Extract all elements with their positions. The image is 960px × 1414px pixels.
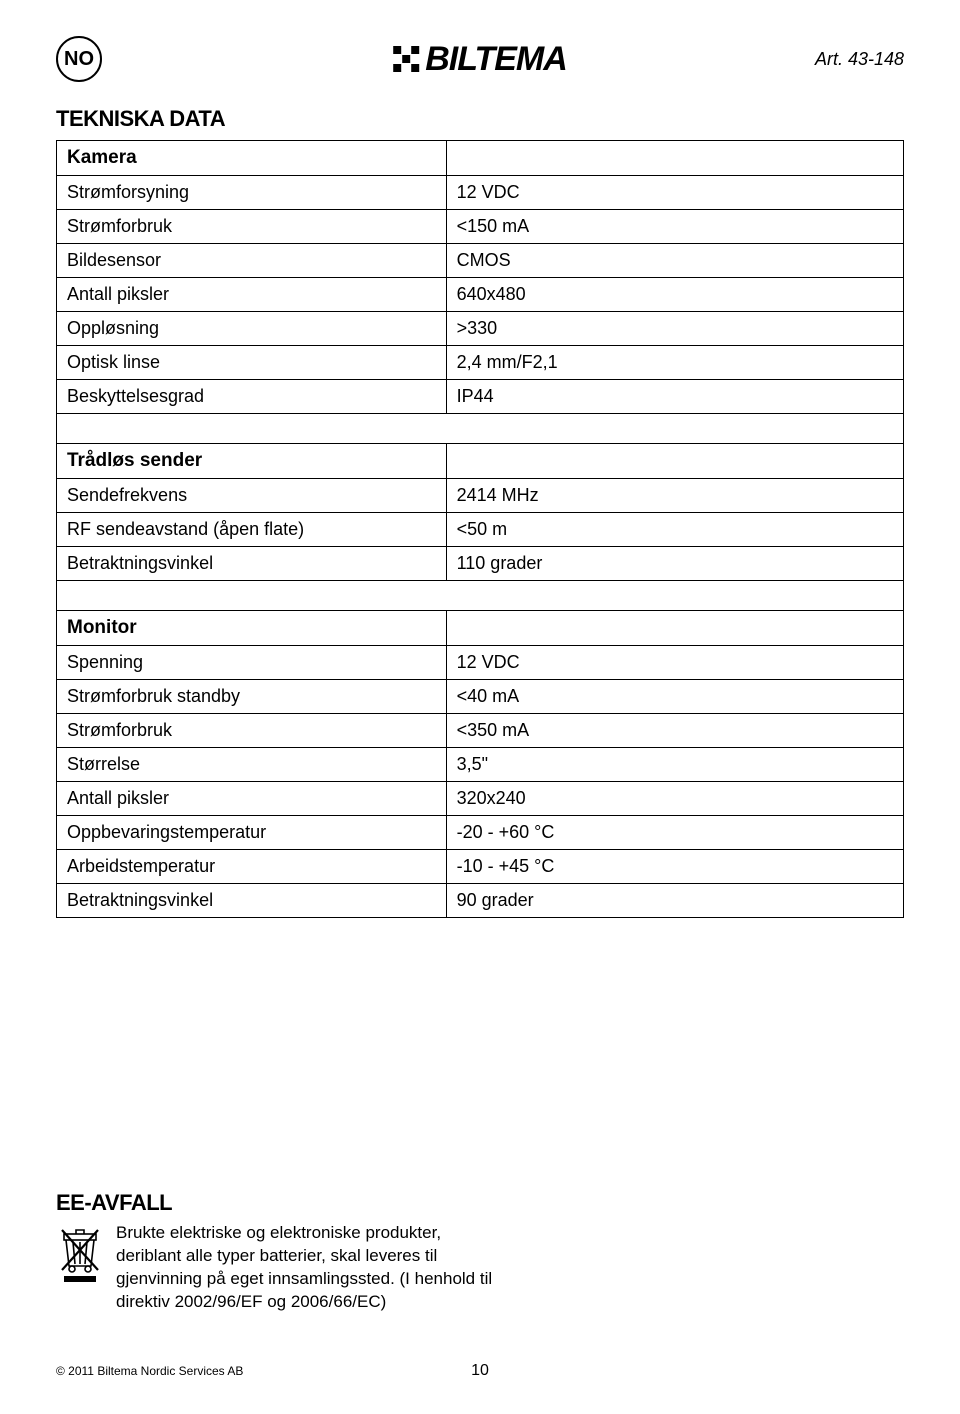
spec-value: <150 mA <box>446 210 903 244</box>
spec-value: 2,4 mm/F2,1 <box>446 346 903 380</box>
section-header: Trådløs sender <box>57 444 447 479</box>
spec-label: Antall piksler <box>57 782 447 816</box>
spec-value: <50 m <box>446 513 903 547</box>
page: NO BILTEMA Art. 43-148 TEKNISKA DATA Kam… <box>0 0 960 1414</box>
table-row: Oppløsning>330 <box>57 312 904 346</box>
table-row: Spenning12 VDC <box>57 646 904 680</box>
footer: © 2011 Biltema Nordic Services AB 10 <box>56 1364 904 1378</box>
header: NO BILTEMA Art. 43-148 <box>56 36 904 82</box>
spec-value: 2414 MHz <box>446 479 903 513</box>
waste-text: Brukte elektriske og elektroniske produk… <box>116 1222 496 1314</box>
table-row: Optisk linse2,4 mm/F2,1 <box>57 346 904 380</box>
spec-label: Strømforbruk <box>57 714 447 748</box>
table-row: Sendefrekvens2414 MHz <box>57 479 904 513</box>
spec-value: -20 - +60 °C <box>446 816 903 850</box>
copyright: © 2011 Biltema Nordic Services AB <box>56 1364 243 1378</box>
spec-table: Kamera Strømforsyning12 VDC Strømforbruk… <box>56 140 904 918</box>
spec-value: 90 grader <box>446 884 903 918</box>
spec-label: Strømforbruk standby <box>57 680 447 714</box>
table-row: Arbeidstemperatur-10 - +45 °C <box>57 850 904 884</box>
spec-value: 12 VDC <box>446 176 903 210</box>
spec-value: <40 mA <box>446 680 903 714</box>
article-number: Art. 43-148 <box>815 49 904 70</box>
table-row: Strømforbruk<350 mA <box>57 714 904 748</box>
spec-label: Sendefrekvens <box>57 479 447 513</box>
spec-label: Antall piksler <box>57 278 447 312</box>
spec-value: CMOS <box>446 244 903 278</box>
spec-value: 640x480 <box>446 278 903 312</box>
spec-value: 12 VDC <box>446 646 903 680</box>
section-title: TEKNISKA DATA <box>56 106 904 132</box>
spec-value: >330 <box>446 312 903 346</box>
brand-logo: BILTEMA <box>393 40 567 79</box>
spec-label: RF sendeavstand (åpen flate) <box>57 513 447 547</box>
spec-value: 320x240 <box>446 782 903 816</box>
spec-value: IP44 <box>446 380 903 414</box>
spec-label: Oppløsning <box>57 312 447 346</box>
table-row: Strømforbruk standby<40 mA <box>57 680 904 714</box>
table-header-row: Trådløs sender <box>57 444 904 479</box>
table-row: Antall piksler640x480 <box>57 278 904 312</box>
section-header-empty <box>446 611 903 646</box>
gap-row <box>57 414 904 444</box>
table-row: Betraktningsvinkel110 grader <box>57 547 904 581</box>
spec-label: Oppbevaringstemperatur <box>57 816 447 850</box>
table-row: BeskyttelsesgradIP44 <box>57 380 904 414</box>
page-number: 10 <box>471 1362 489 1380</box>
waste-title: EE-AVFALL <box>56 1190 904 1216</box>
spec-value: 110 grader <box>446 547 903 581</box>
section-header-empty <box>446 141 903 176</box>
language-badge-text: NO <box>64 48 94 71</box>
spec-value: <350 mA <box>446 714 903 748</box>
table-row: Betraktningsvinkel90 grader <box>57 884 904 918</box>
spec-value: -10 - +45 °C <box>446 850 903 884</box>
table-row: Strømforsyning12 VDC <box>57 176 904 210</box>
table-row: Antall piksler320x240 <box>57 782 904 816</box>
spec-label: Beskyttelsesgrad <box>57 380 447 414</box>
table-header-row: Monitor <box>57 611 904 646</box>
spec-label: Arbeidstemperatur <box>57 850 447 884</box>
spec-label: Spenning <box>57 646 447 680</box>
spec-label: Størrelse <box>57 748 447 782</box>
table-header-row: Kamera <box>57 141 904 176</box>
spec-value: 3,5" <box>446 748 903 782</box>
table-row: RF sendeavstand (åpen flate)<50 m <box>57 513 904 547</box>
section-header-empty <box>446 444 903 479</box>
table-row: BildesensorCMOS <box>57 244 904 278</box>
spec-label: Betraktningsvinkel <box>57 884 447 918</box>
table-row: Strømforbruk<150 mA <box>57 210 904 244</box>
spec-label: Betraktningsvinkel <box>57 547 447 581</box>
weee-bin-icon <box>56 1222 104 1289</box>
section-header: Monitor <box>57 611 447 646</box>
section-header: Kamera <box>57 141 447 176</box>
spec-label: Strømforbruk <box>57 210 447 244</box>
table-row: Oppbevaringstemperatur-20 - +60 °C <box>57 816 904 850</box>
gap-row <box>57 581 904 611</box>
spec-label: Optisk linse <box>57 346 447 380</box>
brand-logo-text: BILTEMA <box>425 40 567 79</box>
language-badge: NO <box>56 36 102 82</box>
spec-label: Strømforsyning <box>57 176 447 210</box>
spec-label: Bildesensor <box>57 244 447 278</box>
waste-body: Brukte elektriske og elektroniske produk… <box>56 1222 496 1314</box>
waste-section: EE-AVFALL <box>56 1190 904 1314</box>
checker-icon <box>393 46 419 72</box>
table-row: Størrelse3,5" <box>57 748 904 782</box>
